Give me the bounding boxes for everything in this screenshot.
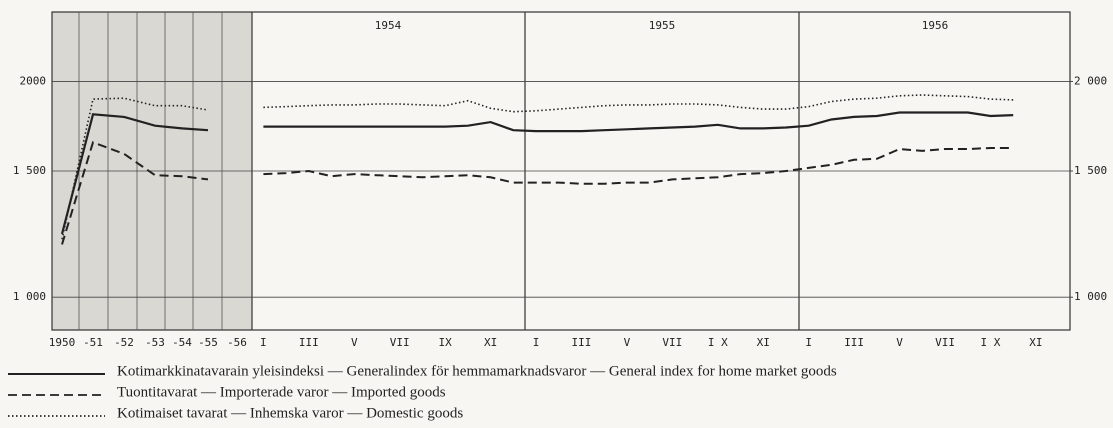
x-tick-label: -56 [227,336,247,349]
legend-label: Tuontitavarat — Importerade varor — Impo… [117,384,446,400]
x-tick-label: VII [662,336,682,349]
x-tick-label: I X [708,336,728,349]
x-tick-label: III [572,336,592,349]
x-tick-label: VII [935,336,955,349]
x-tick-label: XI [757,336,770,349]
series-line [60,111,1014,235]
y-tick-label: 1 500 [13,164,46,177]
x-tick-label: -53 [145,336,165,349]
x-tick-label: XI [1029,336,1042,349]
x-tick-label: V [896,336,903,349]
x-tick-label: XI [484,336,497,349]
x-tick-label: VII [390,336,410,349]
y2-tick-label: 1 000 [1074,290,1107,303]
y2-tick-label: 1 500 [1074,164,1107,177]
year-label: 1955 [649,19,676,32]
x-tick-label: I X [981,336,1001,349]
legend-label: Kotimarkkinatavarain yleisindeksi — Gene… [117,363,837,379]
x-tick-label: -55 [198,336,218,349]
x-tick-label: III [844,336,864,349]
x-tick-label: -51 [83,336,103,349]
y-tick-label: 2000 [20,74,47,87]
y2-tick-label: 2 000 [1074,74,1107,87]
x-tick-label: V [624,336,631,349]
year-label: 1954 [375,19,402,32]
legend-label: Kotimaiset tavarat — Inhemska varor — Do… [117,405,463,421]
x-tick-label: I [533,336,540,349]
x-tick-label: I [805,336,812,349]
x-tick-label: V [351,336,358,349]
x-tick-label: I [260,336,267,349]
x-tick-label: -54 [172,336,192,349]
year-label: 1956 [922,19,949,32]
series-line [61,140,1014,245]
x-tick-label: -52 [114,336,134,349]
x-tick-label: III [299,336,319,349]
x-tick-label: 1950 [49,336,76,349]
x-tick-label: IX [439,336,453,349]
series-line [61,94,1014,240]
y-tick-label: 1 000 [13,290,46,303]
